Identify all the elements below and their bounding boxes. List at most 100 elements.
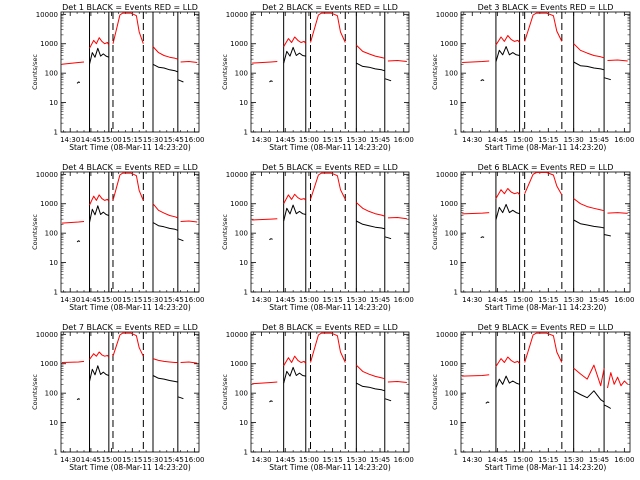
- x-tick-label: 15:00: [102, 136, 122, 144]
- x-tick-label: 15:15: [323, 456, 343, 464]
- y-tick-label: 10000: [436, 11, 458, 19]
- events-series-segment: [603, 404, 612, 409]
- lld-series-segment: [355, 44, 385, 59]
- x-tick-label: 16:00: [184, 136, 204, 144]
- lld-series-segment: [310, 332, 346, 363]
- events-series-segment: [603, 234, 611, 237]
- events-series-segment: [269, 400, 273, 403]
- events-series-segment: [573, 219, 605, 229]
- events-series-segment: [480, 236, 485, 239]
- events-series-segment: [177, 396, 184, 400]
- panel-det-1: Det 1 BLACK = Events RED = LLD 14:30 14:45…: [31, 3, 204, 152]
- y-tick-label: 1000: [440, 360, 458, 368]
- lld-series-segment: [252, 218, 278, 221]
- x-tick-label: 15:00: [102, 296, 122, 304]
- events-series-segment: [89, 47, 109, 65]
- lld-series-segment: [573, 43, 605, 59]
- lld-series-segment: [89, 351, 110, 360]
- y-tick-label: 10: [449, 419, 458, 427]
- y-axis-label: Counts/sec: [31, 54, 39, 90]
- y-tick-label: 10: [49, 419, 58, 427]
- x-tick-label: 15:15: [122, 136, 142, 144]
- events-series-segment: [283, 46, 306, 64]
- plot-frame: [460, 331, 631, 453]
- x-tick-label: 15:00: [299, 136, 319, 144]
- y-tick-label: 10000: [226, 171, 248, 179]
- y-tick-label: 100: [45, 70, 58, 78]
- lld-series-segment: [310, 12, 346, 43]
- y-tick-label: 100: [445, 390, 458, 398]
- panel-det-5: Det 5 BLACK = Events RED = LLD 14:30 14:45…: [221, 163, 414, 312]
- x-tick-label: 15:15: [538, 456, 558, 464]
- x-tick-label: 15:15: [538, 296, 558, 304]
- x-tick-label: 15:00: [299, 456, 319, 464]
- lld-series-segment: [524, 12, 563, 42]
- y-tick-label: 10000: [36, 171, 58, 179]
- events-series-segment: [89, 205, 109, 223]
- x-tick-label: 15:30: [564, 136, 584, 144]
- x-tick-label: 14:30: [251, 456, 271, 464]
- x-axis-label: Start Time (08-Mar-11 14:23:20): [485, 303, 607, 312]
- y-tick-label: 10: [449, 259, 458, 267]
- lld-series-segment: [524, 332, 563, 363]
- panel-title: Det 6 BLACK = Events RED = LLD: [478, 163, 614, 172]
- panel-title: Det 4 BLACK = Events RED = LLD: [62, 163, 198, 172]
- x-axis-label: Start Time (08-Mar-11 14:23:20): [269, 463, 391, 472]
- y-tick-label: 1000: [40, 200, 58, 208]
- x-tick-label: 15:45: [370, 296, 390, 304]
- panel-title: Det 8 BLACK = Events RED = LLD: [262, 323, 398, 332]
- y-tick-label: 10000: [226, 11, 248, 19]
- y-axis-label: Counts/sec: [431, 54, 439, 90]
- y-tick-label: 1: [244, 289, 248, 297]
- lld-series-segment: [180, 220, 198, 223]
- y-tick-label: 1000: [40, 360, 58, 368]
- panel-title: Det 5 BLACK = Events RED = LLD: [262, 163, 398, 172]
- y-axis-label: Counts/sec: [221, 374, 229, 410]
- x-tick-label: 15:15: [538, 136, 558, 144]
- lld-series-segment: [524, 172, 563, 196]
- panel-det-6: Det 6 BLACK = Events RED = LLD 14:30 14:45…: [431, 163, 634, 312]
- x-tick-label: 15:00: [513, 136, 533, 144]
- lld-series-segment: [112, 12, 144, 44]
- y-tick-label: 10000: [36, 11, 58, 19]
- x-tick-label: 15:45: [589, 136, 609, 144]
- y-tick-label: 1000: [440, 40, 458, 48]
- events-series-segment: [603, 77, 611, 81]
- y-tick-label: 100: [235, 230, 248, 238]
- y-tick-label: 1000: [440, 200, 458, 208]
- y-tick-label: 100: [445, 230, 458, 238]
- y-tick-label: 1: [54, 289, 58, 297]
- x-tick-label: 15:15: [323, 136, 343, 144]
- lld-series-segment: [152, 203, 178, 219]
- y-tick-label: 10000: [436, 331, 458, 339]
- x-tick-label: 15:15: [323, 296, 343, 304]
- lld-series-segment: [310, 172, 346, 200]
- y-tick-label: 1000: [40, 40, 58, 48]
- panel-title: Det 7 BLACK = Events RED = LLD: [62, 323, 198, 332]
- x-tick-label: 15:45: [370, 136, 390, 144]
- y-tick-label: 100: [235, 70, 248, 78]
- lld-series-segment: [89, 37, 110, 49]
- y-tick-label: 100: [235, 390, 248, 398]
- y-tick-label: 100: [45, 390, 58, 398]
- lld-series-segment: [462, 374, 490, 377]
- y-tick-label: 10: [239, 419, 248, 427]
- lld-series-segment: [495, 188, 521, 199]
- y-tick-label: 1: [454, 289, 458, 297]
- x-tick-label: 15:30: [346, 296, 366, 304]
- lld-series-segment: [283, 355, 307, 367]
- panel-det-7: Det 7 BLACK = Events RED = LLD 14:30 14:45…: [31, 323, 204, 472]
- x-tick-label: 15:30: [564, 296, 584, 304]
- events-series-segment: [76, 240, 81, 243]
- x-tick-label: 16:00: [614, 296, 634, 304]
- x-tick-label: 14:30: [462, 296, 482, 304]
- lld-series-segment: [283, 193, 307, 204]
- y-tick-label: 100: [445, 70, 458, 78]
- plot-frame: [460, 11, 631, 133]
- events-series-segment: [152, 222, 178, 231]
- panel-det-2: Det 2 BLACK = Events RED = LLD 14:30 14:45…: [221, 3, 414, 152]
- y-axis-label: Counts/sec: [221, 214, 229, 250]
- lld-series-segment: [387, 60, 407, 62]
- x-tick-label: 14:45: [275, 136, 295, 144]
